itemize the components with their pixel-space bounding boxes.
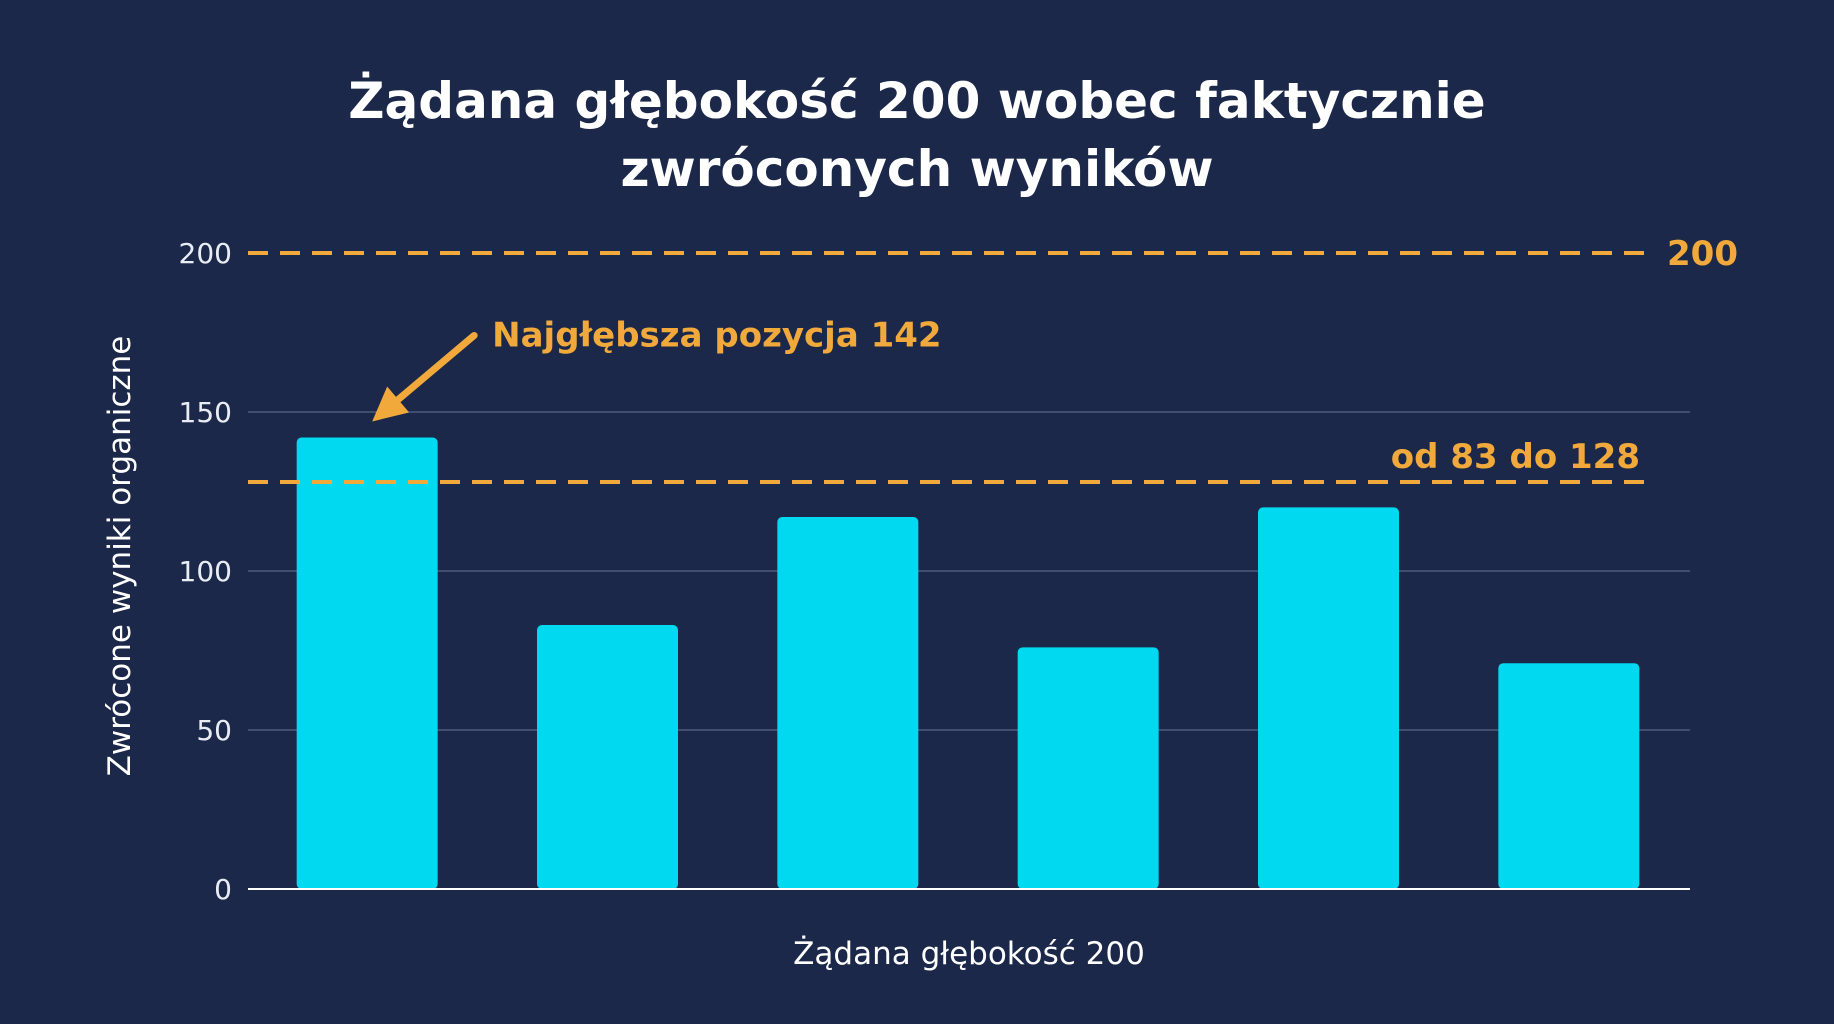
x-axis-label: Żądana głębokość 200 <box>793 936 1145 972</box>
reference-lines: 200 od 83 do 128 <box>248 234 1738 484</box>
annotation-label: Najgłębsza pozycja 142 <box>492 315 941 355</box>
y-tick-label: 0 <box>214 873 232 906</box>
y-tick-label: 200 <box>179 237 232 270</box>
bar <box>777 516 919 889</box>
bars <box>296 437 1640 889</box>
chart-title-line-1: Żądana głębokość 200 wobec faktycznie <box>348 72 1485 130</box>
annotation-arrow-shaft <box>394 331 478 404</box>
y-tick-label: 150 <box>179 396 232 429</box>
reference-line-label: 200 <box>1667 234 1738 274</box>
bar <box>537 625 678 889</box>
y-axis-label: Zwrócone wyniki organiczne <box>102 336 138 777</box>
y-tick-label: 50 <box>196 714 232 747</box>
y-tick-label: 100 <box>179 555 232 588</box>
annotation-arrow-head <box>372 386 410 422</box>
bar <box>1017 647 1159 889</box>
grid-lines <box>248 411 1690 731</box>
y-tick-labels: 0 50 100 150 200 <box>179 237 232 906</box>
chart-title-line-2: zwróconych wyników <box>620 140 1213 198</box>
bar <box>296 437 438 889</box>
annotation: Najgłębsza pozycja 142 <box>372 315 942 422</box>
bar <box>1498 663 1640 889</box>
reference-line-label: od 83 do 128 <box>1391 437 1640 477</box>
bar <box>1258 507 1399 889</box>
